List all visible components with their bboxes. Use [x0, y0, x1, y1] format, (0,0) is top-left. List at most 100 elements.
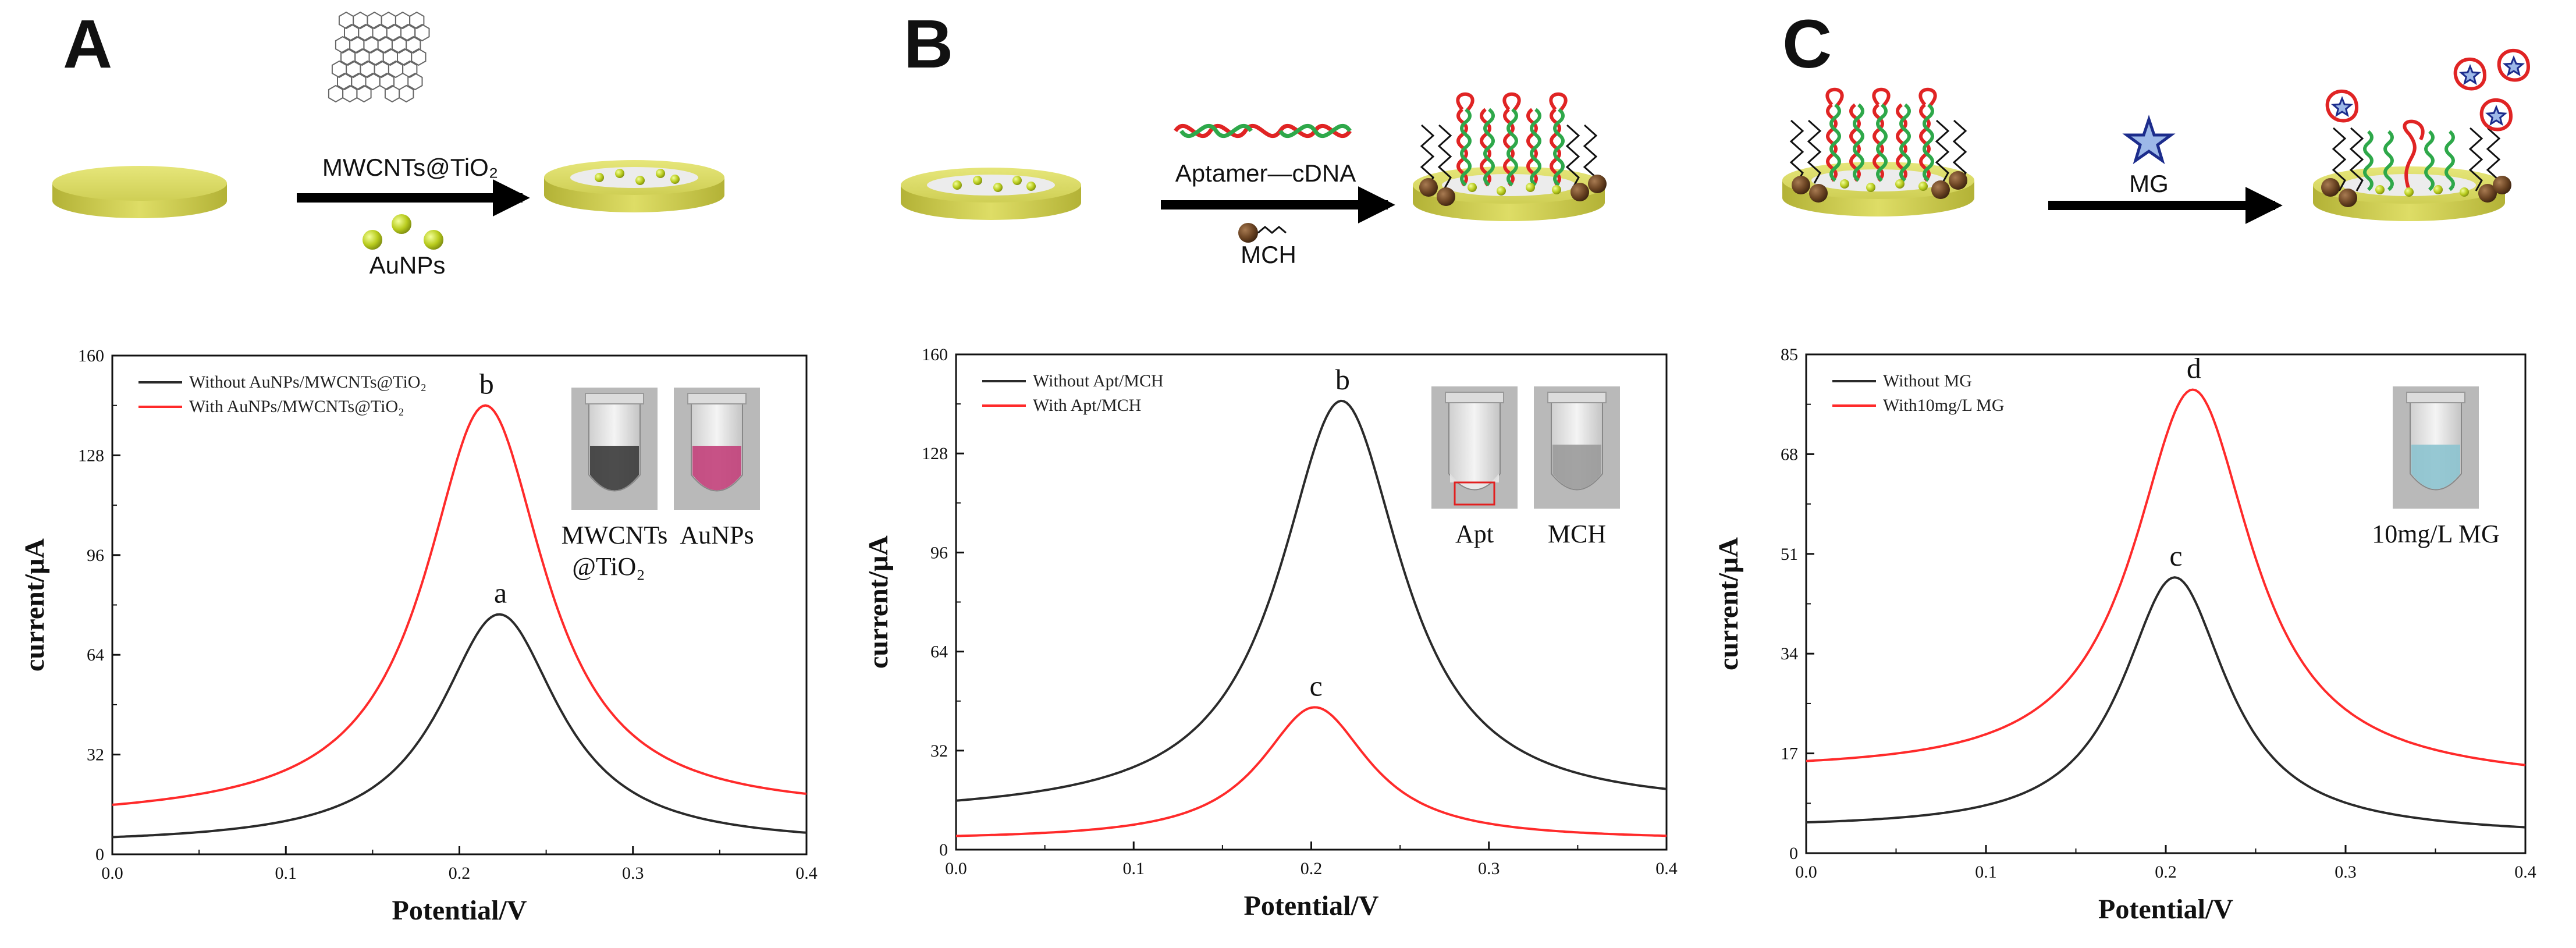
hex-cell: [411, 48, 427, 66]
y-tick-label: 128: [78, 446, 104, 465]
cdna-strand: [2424, 130, 2435, 191]
vial-cap: [687, 393, 747, 404]
y-tick-label: 34: [1781, 644, 1798, 663]
highlight-box: [1454, 481, 1495, 506]
mch-chain: [1565, 124, 1580, 189]
mg-star-icon: [2502, 55, 2525, 77]
legend-label: With AuNPs/MWCNTs@TiO₂: [189, 397, 404, 416]
aptamer-fold: [2497, 48, 2531, 82]
arrow-label-aunps: AuNPs: [369, 251, 446, 279]
x-tick-label: 0.3: [2335, 862, 2357, 882]
panel-letter-b: B: [904, 6, 953, 83]
cdna-strand: [1923, 103, 1934, 182]
y-axis-title: current/μA: [1713, 537, 1744, 670]
inset-label-line2: @TiO₂: [572, 552, 645, 581]
aptamer-strand: [1826, 103, 1838, 182]
hex-cell: [338, 11, 354, 30]
aptamer-strand: [1480, 108, 1491, 187]
aptamer-strand: [1526, 108, 1538, 187]
curve-label: c: [1310, 669, 1323, 702]
curve-label: b: [1335, 363, 1350, 396]
cdna-strand: [1829, 103, 1841, 182]
x-tick-label: 0.1: [1123, 859, 1145, 878]
y-axis-title: current/μA: [863, 535, 894, 669]
aptamer-loop: [1502, 92, 1521, 111]
cdna-strand: [1530, 108, 1541, 187]
aptamer-loop: [1549, 92, 1568, 111]
aptamer-loop: [1456, 92, 1474, 111]
legend-label: Without Apt/MCH: [1033, 371, 1164, 390]
electrode-mg-bound-c: [2313, 119, 2511, 221]
x-tick-label: 0.0: [1795, 862, 1817, 882]
diagram-a: A MWCNTs@TiO₂ AuNPs: [52, 6, 724, 279]
cdna-strand: [2383, 130, 2394, 191]
cdna-strand: [1506, 108, 1518, 187]
hex-cell: [407, 72, 423, 91]
x-tick-label: 0.3: [622, 864, 644, 883]
series-line-2: [112, 404, 807, 806]
mg-aptamer-complex-icon: [2325, 48, 2531, 132]
y-tick-label: 96: [930, 543, 948, 562]
cdna-strand: [2444, 130, 2455, 191]
hex-cell: [342, 84, 358, 103]
cdna-strand: [1876, 103, 1888, 182]
mch-chain: [1952, 119, 1967, 184]
hex-cell: [409, 11, 425, 30]
electrode-aptamer-b: [1413, 92, 1607, 221]
aptamer-strand: [1896, 103, 1907, 182]
aptamer-strand: [2403, 119, 2425, 191]
aptamer-strand: [1503, 108, 1515, 187]
cdna-strand: [1553, 108, 1565, 187]
x-tick-label: 0.0: [101, 864, 123, 883]
aptamer-loop: [1872, 87, 1891, 106]
cdna-strand: [1483, 108, 1495, 187]
y-tick-label: 32: [87, 745, 104, 765]
series-line-1: [955, 399, 1667, 802]
y-tick-label: 0: [939, 840, 948, 860]
chart-b: 0.0 0.1 0.2 0.3 0.4 0 32 64 96 128 160 Potential/V c…: [863, 345, 1678, 921]
hex-cell: [379, 72, 395, 91]
inset-label: Apt: [1455, 520, 1494, 548]
aptamer-loop: [1918, 87, 1937, 106]
panel-letter-a: A: [63, 6, 112, 83]
y-tick-label: 160: [922, 345, 948, 364]
hex-cell: [399, 84, 414, 103]
x-tick-label: 0.3: [1478, 859, 1500, 878]
vial-cap: [2406, 392, 2465, 403]
arrow-label-mwcnts: MWCNTs@TiO₂: [322, 154, 498, 181]
x-tick-label: 0.2: [2155, 862, 2177, 882]
electrode-modified-a: [544, 160, 724, 212]
curve-label: b: [479, 368, 494, 400]
mch-chain: [2349, 127, 2364, 191]
inset-label: MCH: [1548, 520, 1606, 548]
cdna-strand: [1460, 108, 1472, 187]
aptamer-loop: [1825, 87, 1844, 106]
diagram-b: B Aptamer—cDNA MCH: [901, 6, 1607, 268]
chart-a: 0.0 0.1 0.2 0.3 0.4 0 32 64 96 128 160 Potential/V c…: [19, 346, 818, 926]
aptamer-fold: [2479, 98, 2513, 132]
series-line-2: [1806, 388, 2526, 766]
electrode-bare-a: [52, 166, 227, 218]
y-tick-label: 64: [930, 642, 948, 662]
x-tick-label: 0.1: [1975, 862, 1997, 882]
aptamer-fold: [2325, 89, 2359, 123]
series-line-1: [1806, 576, 2526, 829]
y-tick-label: 160: [78, 346, 104, 365]
mg-star-icon: [2485, 104, 2508, 126]
aunps-icon: [363, 214, 443, 250]
curve-label: c: [2169, 539, 2182, 572]
vial-icon: [1448, 396, 1501, 491]
arrow-label-mg: MG: [2129, 170, 2169, 197]
inset-label: MWCNTs: [562, 521, 668, 549]
cdna-strand: [1853, 103, 1864, 182]
vial-liquid: [590, 446, 639, 491]
mch-chain: [1420, 124, 1435, 189]
legend-label: With Apt/MCH: [1033, 396, 1141, 415]
aptamer-strand: [1919, 103, 1931, 182]
electrode-modified-b: [901, 168, 1081, 220]
mch-chain: [2468, 127, 2483, 191]
hex-cell: [414, 23, 430, 42]
hex-cell: [335, 35, 351, 54]
hex-cell: [406, 35, 421, 54]
aptamer-strand: [1550, 108, 1561, 187]
